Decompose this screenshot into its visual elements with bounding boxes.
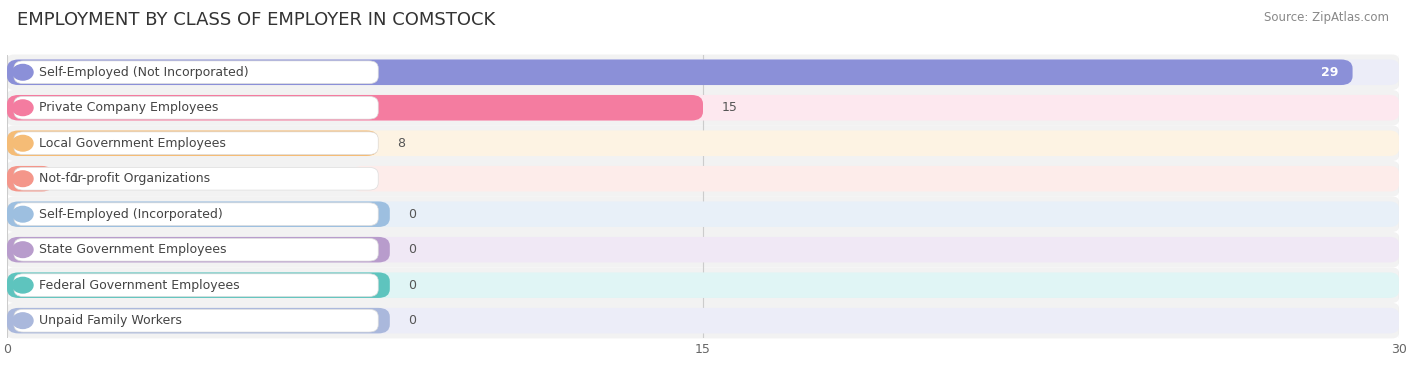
Circle shape (13, 171, 32, 186)
FancyBboxPatch shape (14, 132, 378, 155)
FancyBboxPatch shape (7, 202, 389, 227)
FancyBboxPatch shape (7, 267, 1399, 303)
Text: Self-Employed (Not Incorporated): Self-Employed (Not Incorporated) (38, 66, 249, 79)
FancyBboxPatch shape (353, 95, 1399, 121)
FancyBboxPatch shape (7, 272, 389, 298)
FancyBboxPatch shape (14, 96, 378, 119)
FancyBboxPatch shape (353, 59, 1399, 85)
Text: Source: ZipAtlas.com: Source: ZipAtlas.com (1264, 11, 1389, 24)
Text: Private Company Employees: Private Company Employees (38, 101, 218, 114)
Text: State Government Employees: State Government Employees (38, 243, 226, 256)
Circle shape (13, 100, 32, 115)
Text: Self-Employed (Incorporated): Self-Employed (Incorporated) (38, 208, 222, 221)
FancyBboxPatch shape (353, 130, 1399, 156)
FancyBboxPatch shape (353, 272, 1399, 298)
Circle shape (13, 64, 32, 80)
Circle shape (13, 242, 32, 258)
Text: 15: 15 (721, 101, 737, 114)
FancyBboxPatch shape (14, 61, 378, 83)
Text: 0: 0 (408, 279, 416, 292)
Text: 8: 8 (396, 137, 405, 150)
FancyBboxPatch shape (7, 55, 1399, 90)
FancyBboxPatch shape (7, 130, 378, 156)
FancyBboxPatch shape (14, 309, 378, 332)
FancyBboxPatch shape (7, 90, 1399, 126)
FancyBboxPatch shape (7, 232, 1399, 267)
FancyBboxPatch shape (7, 59, 1353, 85)
Text: Federal Government Employees: Federal Government Employees (38, 279, 239, 292)
FancyBboxPatch shape (7, 196, 1399, 232)
FancyBboxPatch shape (7, 308, 389, 334)
Circle shape (13, 206, 32, 222)
FancyBboxPatch shape (7, 126, 1399, 161)
Text: 0: 0 (408, 314, 416, 327)
FancyBboxPatch shape (14, 203, 378, 226)
FancyBboxPatch shape (14, 238, 378, 261)
FancyBboxPatch shape (7, 237, 389, 262)
Text: Local Government Employees: Local Government Employees (38, 137, 225, 150)
FancyBboxPatch shape (353, 202, 1399, 227)
Text: 0: 0 (408, 243, 416, 256)
FancyBboxPatch shape (353, 166, 1399, 191)
Text: 1: 1 (72, 172, 80, 185)
FancyBboxPatch shape (353, 308, 1399, 334)
FancyBboxPatch shape (7, 303, 1399, 338)
FancyBboxPatch shape (14, 274, 378, 297)
Text: Not-for-profit Organizations: Not-for-profit Organizations (38, 172, 209, 185)
Circle shape (13, 313, 32, 329)
FancyBboxPatch shape (7, 166, 53, 191)
Text: Unpaid Family Workers: Unpaid Family Workers (38, 314, 181, 327)
FancyBboxPatch shape (353, 237, 1399, 262)
Text: 29: 29 (1322, 66, 1339, 79)
Circle shape (13, 135, 32, 151)
FancyBboxPatch shape (7, 95, 703, 121)
Text: EMPLOYMENT BY CLASS OF EMPLOYER IN COMSTOCK: EMPLOYMENT BY CLASS OF EMPLOYER IN COMST… (17, 11, 495, 29)
Text: 0: 0 (408, 208, 416, 221)
Circle shape (13, 277, 32, 293)
FancyBboxPatch shape (7, 161, 1399, 196)
FancyBboxPatch shape (14, 167, 378, 190)
